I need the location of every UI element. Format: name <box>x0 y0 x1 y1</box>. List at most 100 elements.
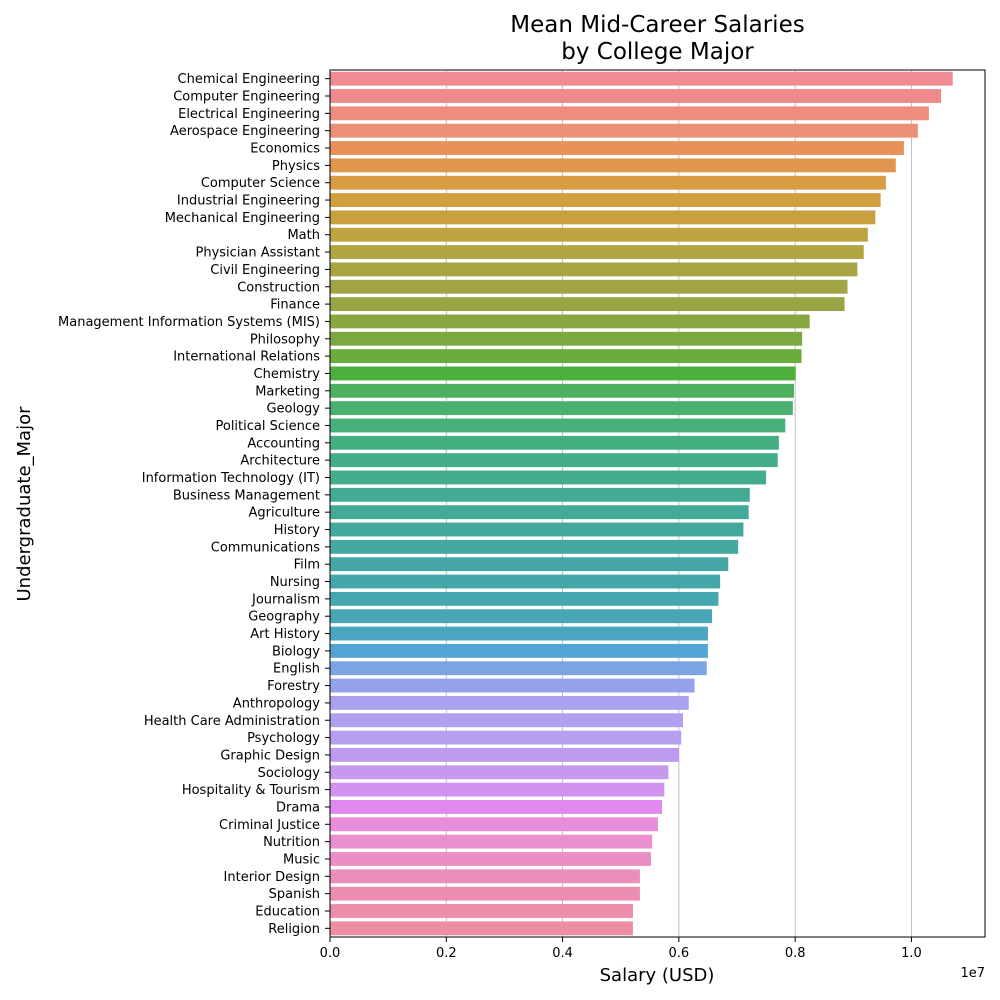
y-tick-label: History <box>274 523 321 538</box>
bar <box>330 193 881 207</box>
bar <box>330 262 858 277</box>
y-tick-label: Aerospace Engineering <box>170 124 320 139</box>
bar <box>330 869 640 884</box>
y-tick-label: English <box>273 662 320 677</box>
y-tick-label: Electrical Engineering <box>178 107 320 122</box>
y-axis-label: Undergraduate_Major <box>14 406 35 602</box>
bar <box>330 71 953 86</box>
bar <box>330 834 653 849</box>
bar <box>330 505 749 520</box>
y-tick-label: Anthropology <box>233 696 321 711</box>
x-tick-label: 0.2 <box>436 946 457 961</box>
y-tick-label: Hospitality & Tourism <box>182 783 320 798</box>
y-tick-label: Music <box>283 852 320 867</box>
x-axis-label: Salary (USD) <box>600 965 715 986</box>
bar <box>330 730 682 745</box>
bar <box>330 106 929 121</box>
y-tick-label: Finance <box>270 298 320 313</box>
chart-title-line-1: Mean Mid-Career Salaries <box>510 12 805 38</box>
y-tick-label: Economics <box>250 142 320 157</box>
bar <box>330 175 886 190</box>
bar <box>330 609 713 624</box>
bar <box>330 557 729 572</box>
bar <box>330 904 633 918</box>
y-tick-label: Journalism <box>251 592 320 607</box>
y-tick-label: Health Care Administration <box>144 714 320 729</box>
y-tick-label: Marketing <box>255 384 320 399</box>
y-tick-label: Communications <box>211 540 320 555</box>
bar <box>330 661 707 676</box>
bar <box>330 678 695 693</box>
bar <box>330 886 640 901</box>
y-tick-label: Information Technology (IT) <box>142 471 320 486</box>
x-tick-label: 0.0 <box>320 946 341 961</box>
y-tick-label: Civil Engineering <box>210 263 320 278</box>
bar <box>330 227 868 242</box>
y-tick-label: Architecture <box>240 454 320 469</box>
bar <box>330 713 683 728</box>
bar <box>330 470 767 485</box>
bar <box>330 574 721 589</box>
y-tick-label: Business Management <box>173 488 320 503</box>
bar <box>330 418 786 433</box>
y-tick-label: Biology <box>272 644 320 659</box>
y-tick-label: Management Information Systems (MIS) <box>58 315 320 330</box>
y-tick-label: Geography <box>248 610 320 625</box>
bar <box>330 349 802 364</box>
bar <box>330 817 658 832</box>
y-tick-label: Philosophy <box>250 332 320 347</box>
y-tick-label: Agriculture <box>249 506 321 521</box>
bar <box>330 123 918 138</box>
bar <box>330 591 719 606</box>
y-tick-label: Religion <box>268 922 320 937</box>
y-tick-label: Computer Science <box>201 176 320 191</box>
y-axis-ticks: Chemical Engineering Computer Engineering… <box>58 72 330 937</box>
y-tick-label: Criminal Justice <box>219 818 320 833</box>
y-tick-label: Industrial Engineering <box>177 194 320 209</box>
bar <box>330 695 689 710</box>
plot-frame <box>329 69 986 938</box>
y-tick-label: Computer Engineering <box>173 90 320 105</box>
y-tick-label: Sociology <box>258 766 321 781</box>
x-tick-label: 1.0 <box>901 946 922 961</box>
bar <box>330 297 845 312</box>
y-tick-label: Nursing <box>270 575 320 590</box>
x-axis-ticks: 0.0 0.2 0.4 0.6 0.8 1.0 <box>320 937 922 961</box>
y-tick-label: Physics <box>272 159 320 174</box>
bar <box>330 487 750 502</box>
bar <box>330 141 904 155</box>
bar <box>330 210 876 225</box>
y-tick-label: Chemical Engineering <box>178 72 320 87</box>
y-tick-label: Math <box>287 228 320 243</box>
y-tick-label: Construction <box>237 280 320 295</box>
y-tick-label: Film <box>294 558 320 573</box>
y-tick-label: Education <box>255 904 320 919</box>
y-tick-label: Interior Design <box>224 870 320 885</box>
x-tick-label: 0.4 <box>552 946 573 961</box>
bar <box>330 539 739 554</box>
bar <box>330 435 779 450</box>
y-tick-label: International Relations <box>173 350 320 365</box>
y-tick-label: Geology <box>266 402 320 417</box>
y-tick-label: Chemistry <box>254 367 321 382</box>
bar <box>330 314 810 329</box>
y-tick-label: Psychology <box>247 731 320 746</box>
y-tick-label: Drama <box>276 800 320 815</box>
bar <box>330 453 778 468</box>
y-tick-label: Nutrition <box>263 835 320 850</box>
y-tick-label: Political Science <box>215 419 320 434</box>
bar <box>330 782 665 797</box>
bar <box>330 852 651 866</box>
bar <box>330 626 708 641</box>
y-tick-label: Spanish <box>269 887 320 902</box>
bar <box>330 921 633 936</box>
y-tick-label: Forestry <box>267 679 320 694</box>
bar <box>330 331 803 346</box>
bar <box>330 383 794 398</box>
bar <box>330 279 848 294</box>
bar <box>330 643 708 658</box>
y-tick-label: Physician Assistant <box>196 246 320 261</box>
bar <box>330 747 679 762</box>
chart-title-line-2: by College Major <box>561 39 754 65</box>
